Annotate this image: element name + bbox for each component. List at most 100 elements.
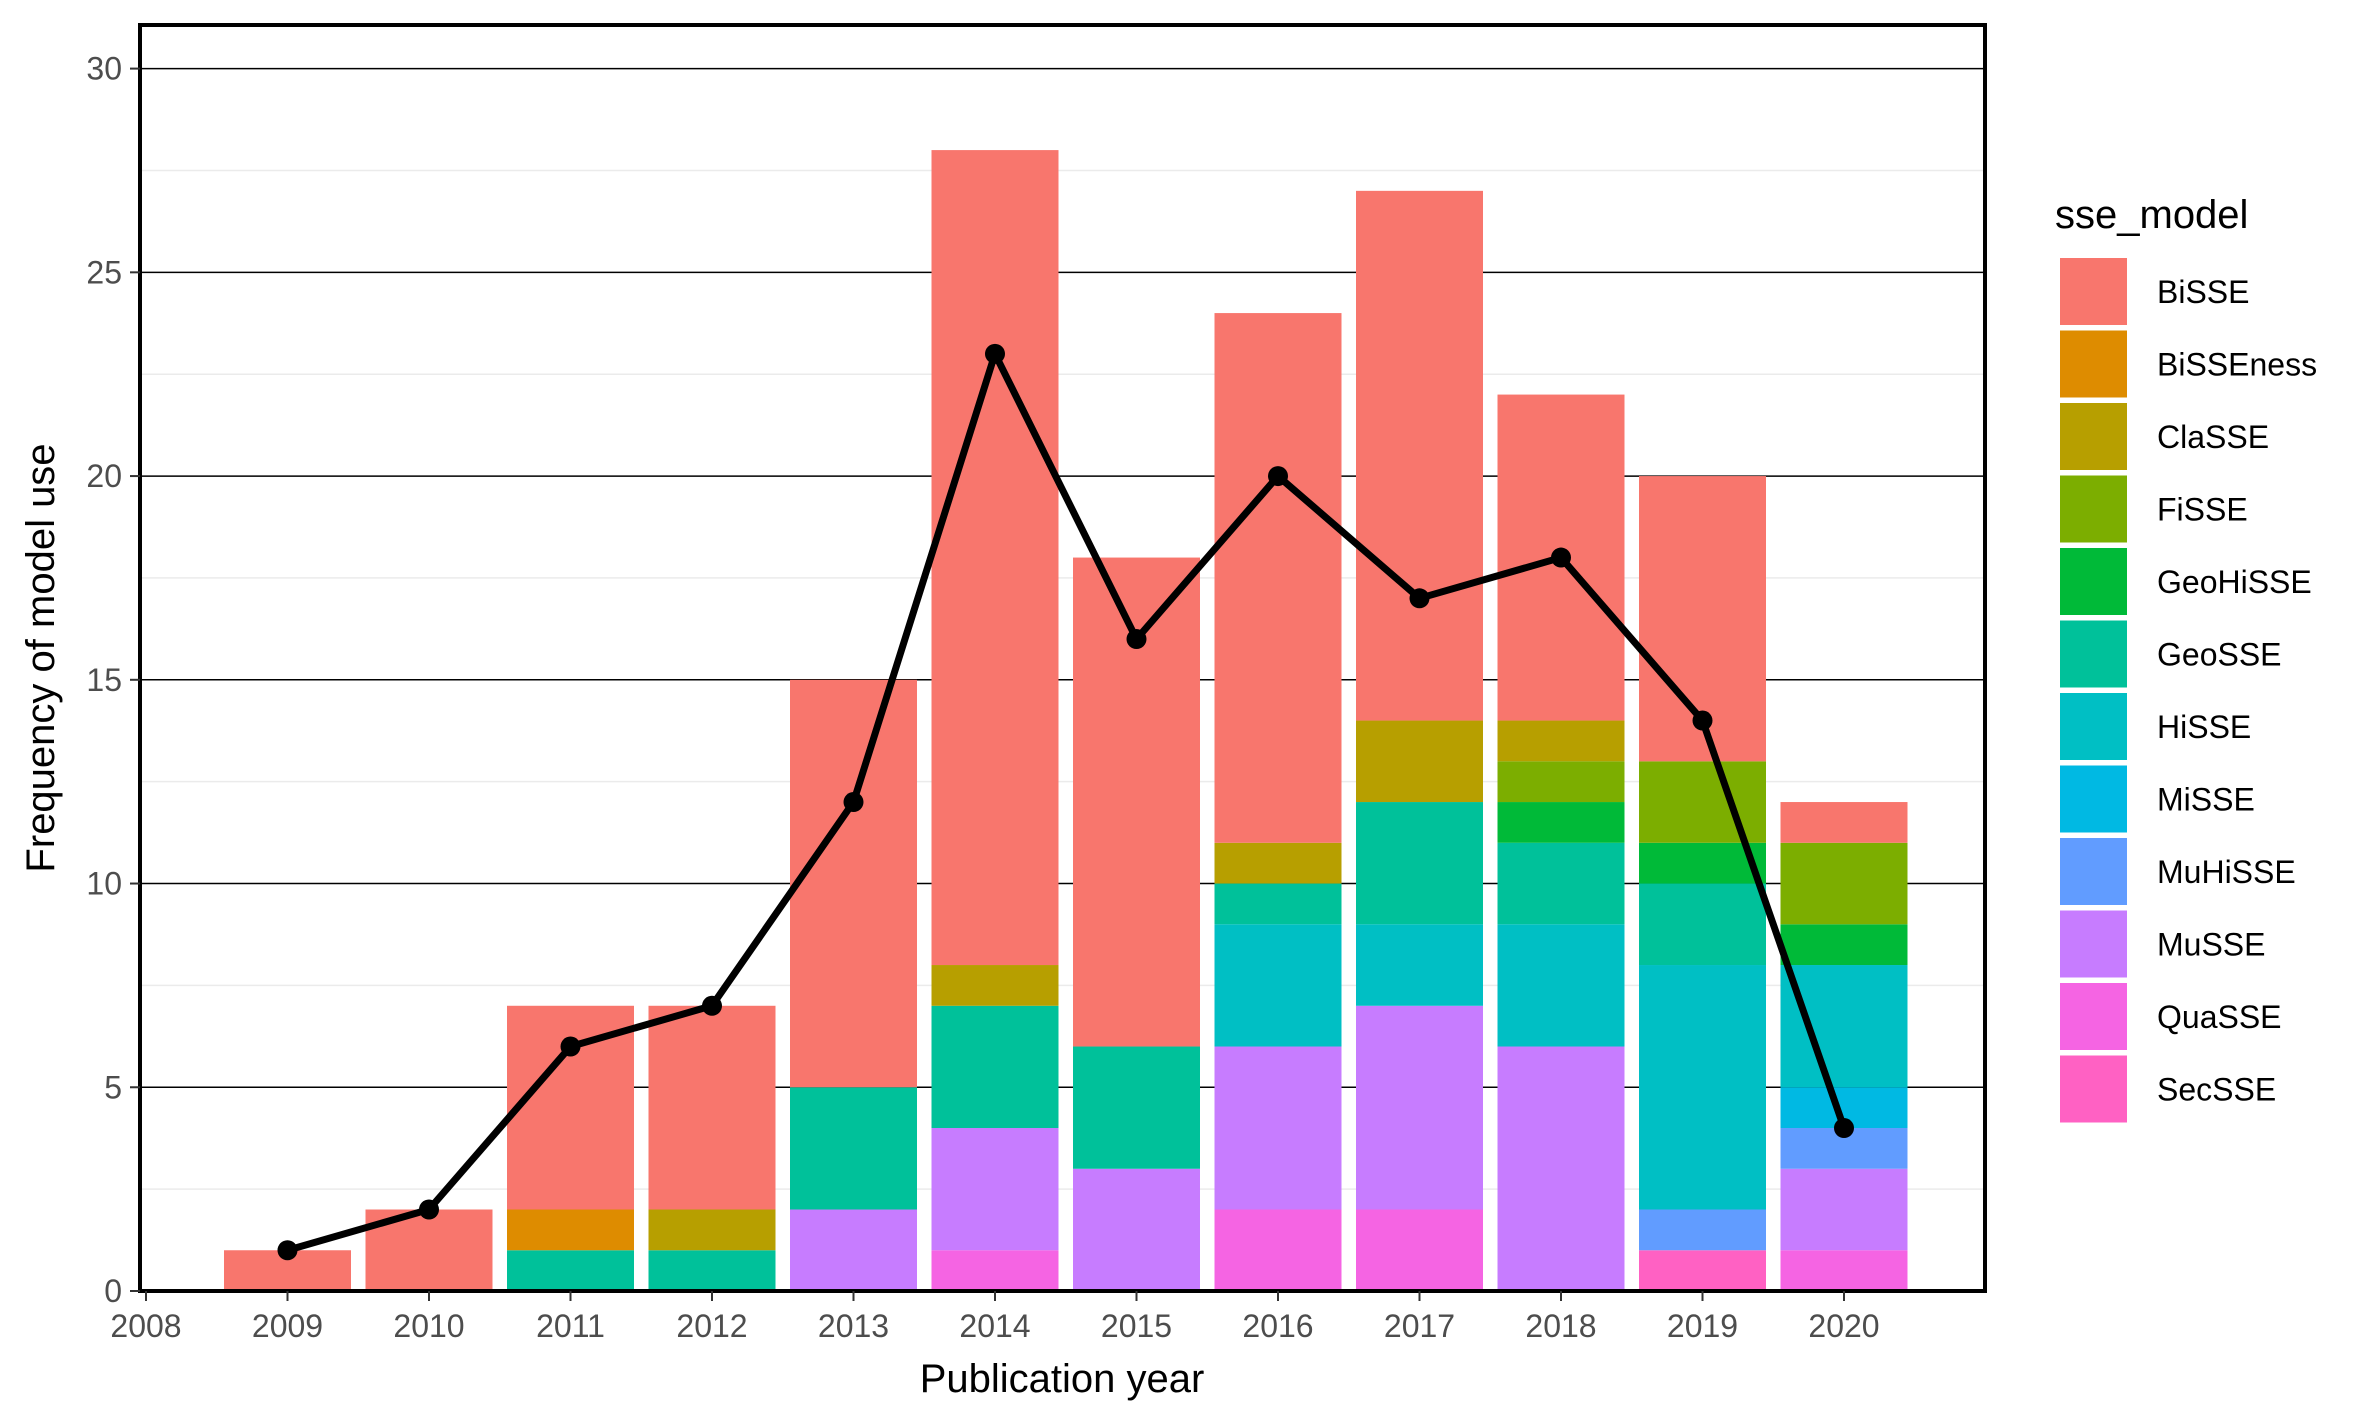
bar-segment: [1214, 883, 1342, 925]
trend-point: [1409, 588, 1430, 609]
y-tick-label: 15: [86, 662, 122, 698]
bar-segment: [1356, 190, 1483, 721]
bar-segment: [648, 1209, 776, 1251]
trend-point: [1551, 547, 1571, 568]
y-tick-label: 30: [86, 51, 122, 87]
bar-segment: [1356, 720, 1483, 803]
legend-label: QuaSSE: [2157, 999, 2282, 1035]
bar-segment: [1780, 965, 1908, 1088]
trend-point: [1834, 1118, 1854, 1139]
bar-segment: [1780, 1250, 1908, 1291]
x-tick-label: 2014: [959, 1308, 1030, 1344]
legend-key: [2060, 475, 2127, 543]
bar-segment: [1497, 1046, 1625, 1291]
bar-segment: [1073, 1168, 1200, 1291]
x-tick-label: 2015: [1101, 1308, 1172, 1344]
legend-key: [2060, 693, 2127, 760]
trend-point: [1126, 629, 1147, 650]
x-tick-label: 2010: [393, 1308, 464, 1344]
bar-segment: [1497, 924, 1625, 1047]
bar-segment: [1214, 313, 1342, 843]
bar-segment: [1497, 761, 1625, 803]
bar-segment: [648, 1005, 776, 1210]
y-axis-title: Frequency of model use: [19, 443, 63, 872]
trend-point: [277, 1240, 298, 1261]
bar-segment: [931, 965, 1059, 1006]
bar-segment: [1214, 842, 1342, 884]
panel-border: [138, 23, 1987, 1293]
trend-point: [560, 1036, 581, 1057]
x-tick-label: 2020: [1808, 1308, 1879, 1344]
bar-segment: [1497, 842, 1625, 925]
legend-key: [2060, 765, 2127, 833]
bars: [224, 150, 1908, 1291]
legend-label: GeoHiSSE: [2157, 564, 2312, 600]
x-tick-label: 2016: [1242, 1308, 1313, 1344]
legend-key: [2060, 910, 2127, 978]
x-tick-label: 2017: [1384, 1308, 1455, 1344]
y-tick-label: 0: [104, 1273, 122, 1309]
bar-segment: [1214, 1046, 1342, 1210]
legend-label: SecSSE: [2157, 1072, 2276, 1108]
legend-key: [2060, 330, 2127, 398]
bar-segment: [1356, 1005, 1483, 1210]
bar-segment: [1780, 924, 1908, 966]
legend-key: [2060, 548, 2127, 615]
legend-key: [2060, 403, 2127, 470]
x-tick-label: 2008: [110, 1308, 181, 1344]
bar-segment: [1214, 1209, 1342, 1291]
y-tick-label: 25: [86, 254, 122, 290]
legend-key: [2060, 838, 2127, 905]
legend-key: [2060, 983, 2127, 1050]
legend-label: ClaSSE: [2157, 419, 2269, 455]
trend-line: [286, 350, 1848, 1254]
bar-segment: [507, 1250, 634, 1291]
bar-segment: [1639, 883, 1766, 966]
bar-segment: [1073, 1046, 1200, 1169]
bar-segment: [1356, 802, 1483, 925]
trend-point: [702, 995, 722, 1016]
legend-label: MiSSE: [2157, 782, 2255, 818]
x-axis: 2008 2009 2010 2011 2012 2013 2014 2015 2016 2017…: [110, 1291, 1880, 1344]
bar-segment: [1639, 965, 1766, 1210]
legend-label: MuHiSSE: [2157, 854, 2296, 890]
x-tick-label: 2018: [1525, 1308, 1596, 1344]
trend-point: [1268, 466, 1288, 487]
bar-segment: [1780, 802, 1908, 843]
bar-segment: [507, 1209, 634, 1251]
bar-segment: [790, 1087, 917, 1210]
bar-segment: [1497, 720, 1625, 762]
bar-segment: [1639, 761, 1766, 843]
legend-label: BiSSE: [2157, 274, 2249, 310]
legend-key: [2060, 620, 2127, 688]
y-tick-label: 20: [86, 458, 122, 494]
y-tick-label: 10: [86, 866, 122, 902]
x-tick-label: 2011: [536, 1308, 605, 1344]
trend-line-layer: [277, 343, 1854, 1261]
legend-label: BiSSEness: [2157, 347, 2317, 383]
trend-point: [419, 1199, 439, 1220]
legend-title: sse_model: [2055, 193, 2248, 237]
legend-label: FiSSE: [2157, 492, 2248, 528]
trend-point: [1692, 710, 1713, 731]
bar-segment: [931, 1005, 1059, 1129]
bar-segment: [1356, 924, 1483, 1006]
bar-segment: [648, 1250, 776, 1291]
x-tick-label: 2019: [1667, 1308, 1738, 1344]
bar-segment: [1214, 924, 1342, 1047]
legend-key: [2060, 258, 2127, 325]
bar-segment: [790, 679, 917, 1088]
x-axis-title: Publication year: [920, 1357, 1205, 1401]
bar-segment: [1639, 1250, 1766, 1291]
y-tick-label: 5: [104, 1069, 122, 1105]
bar-segment: [1497, 802, 1625, 843]
bar-segment: [1356, 1209, 1483, 1291]
bar-segment: [931, 150, 1059, 966]
bar-segment: [1780, 842, 1908, 925]
bar-segment: [790, 1209, 917, 1291]
legend-label: HiSSE: [2157, 709, 2251, 745]
x-tick-label: 2013: [818, 1308, 889, 1344]
trend-point: [985, 343, 1005, 364]
x-tick-label: 2009: [252, 1308, 323, 1344]
